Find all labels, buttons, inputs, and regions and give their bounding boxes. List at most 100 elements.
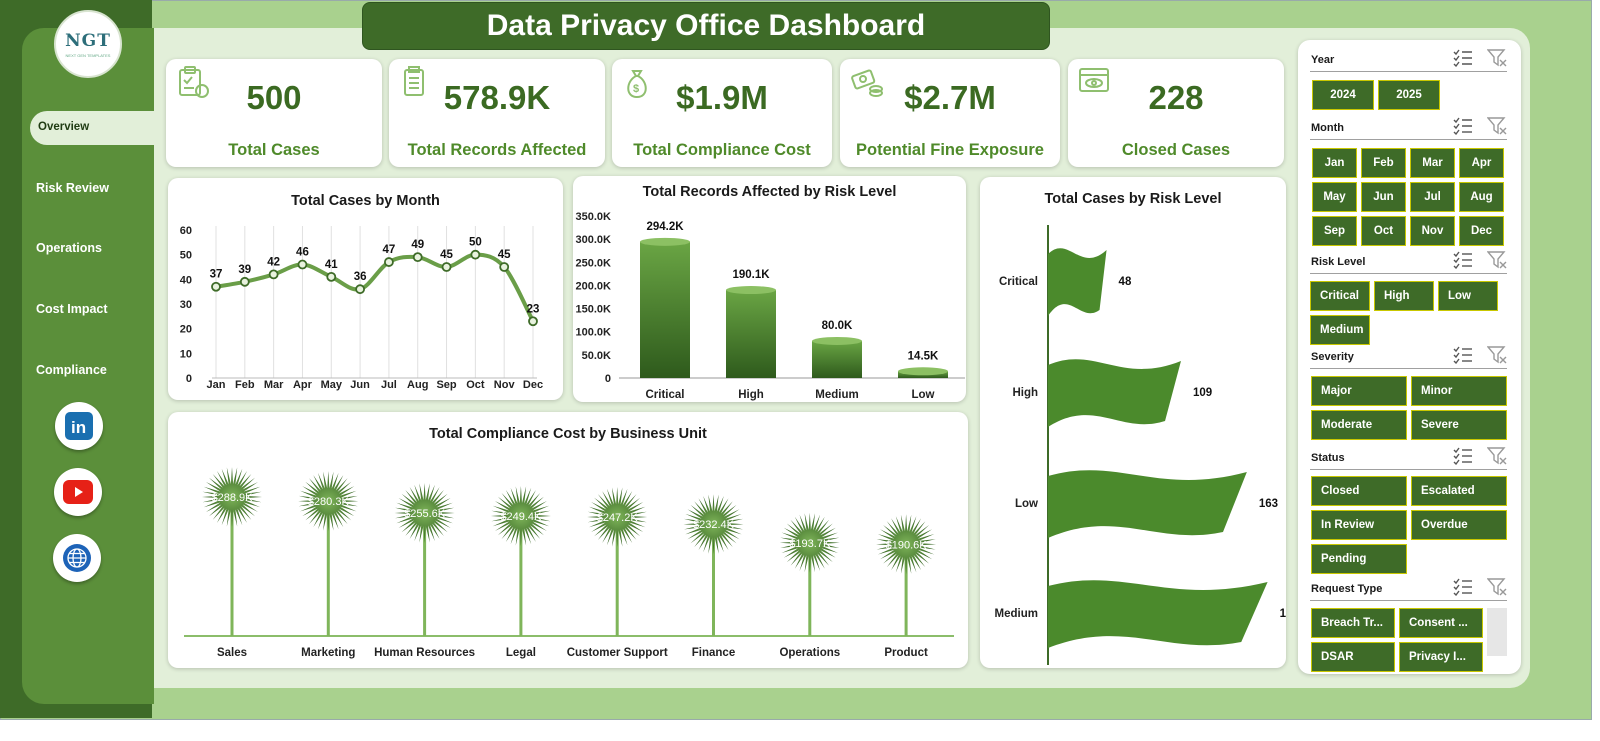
bar: [726, 290, 776, 378]
y-tick-label: 350.0K: [576, 211, 612, 223]
multi-select-icon[interactable]: [1453, 251, 1473, 274]
x-tick-label: Dec: [523, 379, 543, 391]
y-tick-label: 10: [180, 348, 192, 360]
multi-select-icon[interactable]: [1453, 117, 1473, 140]
starburst-chart: $288.9K Sales $280.3K Marketing $255.6K Human…: [184, 467, 954, 659]
clear-filter-icon[interactable]: [1486, 346, 1507, 369]
slicer-option-risk[interactable]: Medium: [1310, 315, 1370, 345]
multi-select-icon[interactable]: [1453, 447, 1473, 470]
multi-select-icon[interactable]: [1453, 578, 1473, 601]
nav-item-operations[interactable]: Operations: [36, 241, 102, 255]
x-tick-label: Sep: [436, 379, 456, 391]
x-tick-label: Sales: [217, 647, 247, 659]
clear-filter-icon[interactable]: [1486, 49, 1507, 72]
chart-title: Total Cases by Risk Level: [1044, 191, 1222, 207]
nav-item-cost-impact[interactable]: Cost Impact: [36, 302, 108, 316]
nav-item-overview[interactable]: Overview: [30, 111, 154, 145]
clear-filter-icon[interactable]: [1486, 117, 1507, 140]
slicer-option-risk[interactable]: Low: [1438, 281, 1498, 311]
chart-title: Total Records Affected by Risk Level: [642, 184, 897, 200]
multi-select-icon[interactable]: [1453, 49, 1473, 72]
y-tick-label: High: [1012, 387, 1038, 399]
bar-top: [812, 336, 862, 345]
linkedin-button[interactable]: in: [55, 402, 103, 450]
slicer-title-month: Month: [1311, 122, 1344, 134]
slicer-scrollbar[interactable]: [1487, 608, 1507, 656]
slicer-option-request[interactable]: Breach Tr...: [1311, 608, 1395, 638]
data-label: 14.5K: [908, 350, 939, 362]
slicer-option-severity[interactable]: Moderate: [1311, 410, 1407, 440]
data-label: $193.7K: [789, 538, 831, 550]
slicer-title-year: Year: [1311, 54, 1335, 66]
data-point: [412, 252, 423, 263]
x-tick-label: Operations: [779, 647, 840, 659]
slicer-option-month[interactable]: Jul: [1410, 182, 1455, 212]
x-tick-label: Jun: [350, 379, 370, 391]
slicer-option-month[interactable]: Apr: [1459, 148, 1504, 178]
slicer-option-status[interactable]: Pending: [1311, 544, 1407, 574]
x-tick-label: Jan: [207, 379, 226, 391]
slicer-option-status[interactable]: Escalated: [1411, 476, 1507, 506]
bar-top: [640, 237, 690, 246]
slicer-option-month[interactable]: Sep: [1312, 216, 1357, 246]
slicer-actions: [1453, 251, 1507, 274]
clear-filter-icon[interactable]: [1486, 251, 1507, 274]
bar: [812, 340, 862, 378]
y-tick-label: 250.0K: [576, 257, 612, 269]
data-point: [528, 316, 538, 327]
slicer-option-status[interactable]: Closed: [1311, 476, 1407, 506]
data-label: 36: [354, 271, 367, 283]
slicer-option-month[interactable]: Dec: [1459, 216, 1504, 246]
slicer-option-month[interactable]: Nov: [1410, 216, 1455, 246]
kpi-value: $1.9M: [676, 79, 768, 116]
x-tick-label: Legal: [506, 647, 536, 659]
slicer-option-status[interactable]: Overdue: [1411, 510, 1507, 540]
website-button[interactable]: [53, 534, 101, 582]
clear-filter-icon[interactable]: [1486, 447, 1507, 470]
slicer-option-year[interactable]: 2024: [1312, 80, 1374, 110]
slicer-option-risk[interactable]: Critical: [1310, 281, 1370, 311]
data-point: [239, 276, 250, 287]
slicer-option-month[interactable]: Jan: [1312, 148, 1357, 178]
slicer-actions: [1453, 117, 1507, 140]
clear-filter-icon[interactable]: [1486, 578, 1507, 601]
data-marker: [202, 467, 262, 527]
slicer-option-risk[interactable]: High: [1374, 281, 1434, 311]
multi-select-icon[interactable]: [1453, 346, 1473, 369]
slicer-option-request[interactable]: Privacy I...: [1399, 642, 1483, 672]
nav-item-risk-review[interactable]: Risk Review: [36, 181, 109, 195]
slicer-title-severity: Severity: [1311, 351, 1354, 363]
slicer-option-request[interactable]: DSAR: [1311, 642, 1395, 672]
x-tick-label: Medium: [815, 389, 858, 401]
slicer-option-month[interactable]: Jun: [1361, 182, 1406, 212]
sidebar: NGT NEXT GEN TEMPLATES Overview Risk Rev…: [0, 0, 154, 718]
slicer-option-month[interactable]: Feb: [1361, 148, 1406, 178]
slicer-option-severity[interactable]: Minor: [1411, 376, 1507, 406]
data-marker: [876, 514, 937, 575]
slicer-option-status[interactable]: In Review: [1311, 510, 1407, 540]
kpi-card-records-affected: 578.9K Total Records Affected: [389, 59, 605, 167]
bar: [640, 241, 690, 378]
document-list-icon: [404, 66, 424, 96]
globe-icon: [63, 544, 91, 572]
slicer-actions: [1453, 578, 1507, 601]
slicer-option-month[interactable]: Oct: [1361, 216, 1406, 246]
data-point: [441, 262, 452, 272]
slicer-option-month[interactable]: Mar: [1410, 148, 1455, 178]
slicer-option-year[interactable]: 2025: [1378, 80, 1440, 110]
slicer-option-severity[interactable]: Severe: [1411, 410, 1507, 440]
slicer-option-month[interactable]: Aug: [1459, 182, 1504, 212]
data-label: 49: [411, 239, 424, 251]
nav-item-compliance[interactable]: Compliance: [36, 363, 107, 377]
data-label: 50: [469, 237, 482, 249]
y-tick-label: 200.0K: [576, 280, 612, 292]
slicer-option-month[interactable]: May: [1312, 182, 1357, 212]
data-label: $255.6K: [404, 508, 446, 520]
data-label: $288.9K: [212, 492, 254, 504]
slicer-option-severity[interactable]: Major: [1311, 376, 1407, 406]
slicer-option-request[interactable]: Consent ...: [1399, 608, 1483, 638]
youtube-button[interactable]: [54, 468, 102, 516]
x-tick-label: Critical: [646, 389, 685, 401]
data-label: 42: [267, 256, 280, 268]
slicer-actions: [1453, 346, 1507, 369]
